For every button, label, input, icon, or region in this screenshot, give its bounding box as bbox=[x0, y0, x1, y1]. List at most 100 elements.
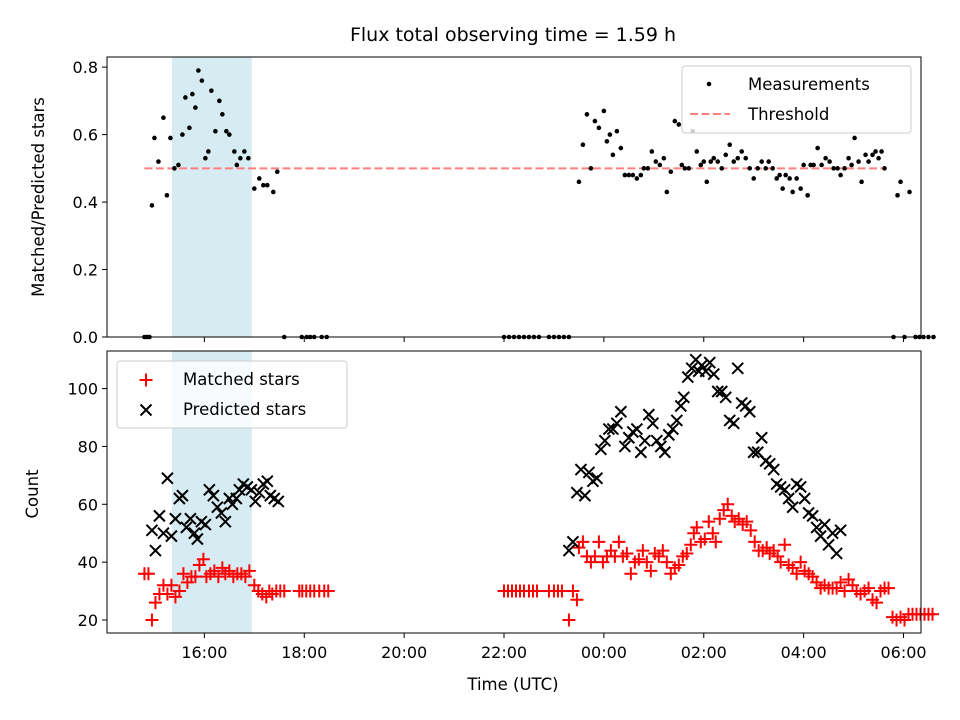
top-y-ticks: 0.0 0.2 0.4 0.6 0.8 bbox=[73, 58, 107, 347]
matched-star-point bbox=[740, 515, 754, 529]
measurement-point bbox=[879, 149, 884, 154]
bottom-y-axis-label: Count bbox=[23, 469, 42, 519]
measurement-point bbox=[257, 176, 262, 181]
bottom-legend-frame bbox=[116, 360, 348, 429]
predicted-star-point bbox=[794, 480, 807, 494]
legend-label-measurements: Measurements bbox=[748, 75, 870, 94]
predicted-star-point bbox=[245, 483, 258, 497]
measurement-point bbox=[838, 172, 843, 178]
measurement-point bbox=[686, 166, 692, 171]
predicted-star-point bbox=[681, 370, 694, 384]
matched-star-point bbox=[570, 593, 584, 607]
measurement-point bbox=[187, 125, 192, 131]
measurement-point bbox=[183, 95, 188, 100]
measurement-point bbox=[770, 166, 775, 171]
measurement-point bbox=[676, 122, 682, 127]
measurement-point bbox=[601, 108, 607, 114]
measurement-point bbox=[698, 162, 704, 168]
measurement-point bbox=[780, 186, 785, 191]
predicted-star-point bbox=[755, 431, 768, 444]
measurement-point bbox=[232, 149, 237, 154]
measurement-point bbox=[774, 176, 779, 181]
measurement-point bbox=[238, 155, 243, 161]
measurement-point bbox=[870, 152, 875, 158]
measurement-point bbox=[634, 176, 640, 181]
predicted-star-point bbox=[810, 521, 823, 534]
predicted-star-point bbox=[153, 509, 166, 523]
measurement-point bbox=[873, 149, 878, 154]
matched-star-point bbox=[672, 558, 686, 572]
measurement-point bbox=[755, 166, 761, 171]
matched-star-point bbox=[172, 584, 186, 598]
predicted-star-point bbox=[215, 506, 228, 520]
predicted-star-point bbox=[699, 365, 712, 378]
predicted-star-point bbox=[715, 385, 728, 398]
predicted-star-point bbox=[707, 367, 720, 381]
measurement-point bbox=[252, 186, 257, 191]
matched-star-point bbox=[242, 564, 256, 578]
y-tick-label: 80 bbox=[78, 437, 98, 456]
predicted-star-point bbox=[230, 492, 243, 505]
matched-star-point bbox=[794, 555, 808, 569]
predicted-star-point bbox=[662, 428, 676, 442]
matched-star-point bbox=[632, 552, 646, 566]
measurement-point bbox=[835, 166, 840, 171]
predicted-star-point bbox=[169, 512, 182, 525]
matched-star-point bbox=[644, 564, 658, 578]
measurement-point bbox=[846, 155, 851, 161]
predicted-star-point bbox=[719, 391, 732, 404]
x-tick-label: 18:00 bbox=[281, 643, 327, 662]
predicted-star-point bbox=[249, 495, 262, 508]
x-axis-label: Time (UTC) bbox=[466, 675, 558, 694]
measurement-point bbox=[898, 179, 903, 185]
measurement-point bbox=[751, 176, 757, 181]
top-legend-frame bbox=[681, 65, 912, 134]
measurement-point bbox=[790, 189, 795, 195]
predicted-star-point bbox=[767, 463, 780, 476]
measurement-point bbox=[679, 162, 685, 168]
predicted-star-point bbox=[161, 472, 174, 485]
measurement-point bbox=[614, 128, 620, 134]
predicted-star-point bbox=[747, 446, 760, 459]
predicted-star-point bbox=[602, 422, 616, 436]
measurement-point bbox=[618, 145, 624, 151]
measurement-point bbox=[213, 128, 218, 134]
measurement-point bbox=[604, 139, 610, 144]
predicted-star-point bbox=[830, 547, 843, 560]
measurement-point bbox=[907, 189, 912, 195]
measurement-point bbox=[926, 334, 931, 340]
predicted-star-point bbox=[650, 434, 664, 447]
matched-star-point bbox=[744, 523, 758, 537]
matched-star-point bbox=[612, 535, 626, 549]
bottom-legend: Matched stars Predicted stars bbox=[116, 360, 348, 429]
top-y-axis-label: Matched/Predicted stars bbox=[29, 97, 48, 297]
predicted-star-point bbox=[582, 466, 596, 479]
predicted-star-point bbox=[176, 489, 189, 502]
matched-star-point bbox=[145, 613, 159, 627]
measurement-point bbox=[777, 172, 782, 178]
matched-star-point bbox=[277, 584, 291, 598]
measurement-point bbox=[149, 203, 155, 208]
predicted-star-point bbox=[570, 486, 584, 499]
legend-marker-predicted bbox=[139, 403, 153, 417]
predicted-star-point bbox=[743, 405, 756, 418]
predicted-star-point bbox=[646, 417, 660, 430]
y-tick-label: 0.6 bbox=[73, 126, 98, 145]
matched-star-point bbox=[882, 581, 896, 595]
predicted-star-point bbox=[226, 498, 239, 511]
predicted-star-point bbox=[566, 535, 580, 549]
matched-star-point bbox=[862, 581, 876, 595]
measurement-point bbox=[859, 179, 864, 185]
matched-star-point bbox=[566, 584, 580, 598]
measurement-point bbox=[661, 155, 667, 161]
measurement-point bbox=[682, 166, 688, 171]
measurement-point bbox=[176, 162, 181, 168]
predicted-star-point bbox=[703, 356, 716, 369]
measurement-point bbox=[811, 162, 816, 168]
measurement-point bbox=[626, 172, 632, 178]
predicted-star-point bbox=[562, 544, 576, 557]
measurement-point bbox=[270, 189, 276, 195]
measurement-point bbox=[172, 166, 177, 171]
measurement-point bbox=[823, 155, 828, 161]
measurement-point bbox=[766, 159, 771, 164]
